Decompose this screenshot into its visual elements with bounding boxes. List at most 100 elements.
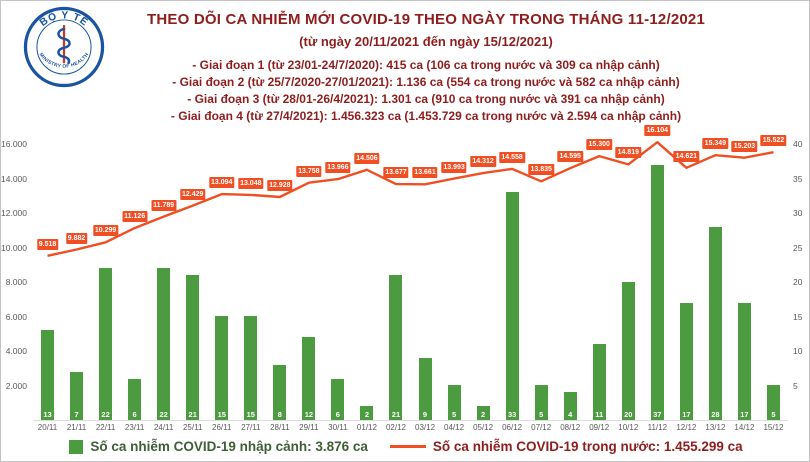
x-axis-label: 29/11	[299, 423, 319, 432]
bar-value-label: 15	[217, 410, 226, 419]
line-value-label: 13.661	[412, 167, 438, 179]
bar-value-label: 22	[101, 410, 110, 419]
x-axis-label: 27/11	[241, 423, 261, 432]
y-axis-left-tick: 6.000	[5, 311, 27, 322]
bar-value-label: 17	[682, 410, 691, 419]
domestic-cases-line	[47, 141, 774, 257]
bar-imported-cases	[708, 227, 722, 420]
x-axis-label: 09/12	[589, 423, 610, 432]
line-value-label: 14.819	[615, 147, 641, 159]
y-axis-right-tick: 10	[793, 346, 803, 356]
y-axis-right-tick: 30	[793, 208, 803, 218]
line-value-label: 13.835	[528, 164, 554, 176]
x-axis-label: 04/12	[444, 423, 465, 432]
line-value-label: 13.677	[383, 167, 409, 179]
bar-imported-cases	[186, 275, 200, 420]
y-axis-right-tick: 35	[793, 173, 803, 184]
line-value-label: 16.104	[644, 125, 671, 137]
bar-imported-cases	[476, 406, 490, 420]
bar-value-label: 7	[74, 410, 79, 419]
moh-logo-emblem: BỘ Y TẾ MINISTRY OF HEALTH	[23, 6, 105, 88]
chart-title: THEO DÕI CA NHIỄM MỚI COVID-19 THEO NGÀY…	[147, 11, 705, 28]
line-value-label: 15.203	[731, 140, 758, 152]
x-axis-label: 12/12	[676, 423, 697, 432]
line-value-label: 9.518	[36, 238, 59, 250]
bar-value-label: 9	[422, 410, 428, 419]
period-line: - Giai đoạn 2 (từ 25/7/2020-27/01/2021):…	[172, 75, 680, 89]
line-value-label: 11.126	[122, 211, 148, 223]
x-axis-label: 02/12	[385, 423, 406, 432]
bar-imported-cases	[331, 379, 345, 420]
y-axis-right-tick: 5	[793, 380, 798, 391]
staff-snake-icon	[57, 24, 71, 65]
x-axis-label: 07/12	[531, 423, 552, 432]
line-value-label: 13.758	[296, 165, 322, 177]
bar-imported-cases	[563, 392, 577, 420]
line-value-label: 14.621	[673, 150, 700, 162]
bar-imported-cases	[215, 316, 229, 420]
line-value-label: 12.928	[267, 179, 293, 191]
svg-text:BỘ Y TẾ: BỘ Y TẾ	[38, 9, 91, 29]
bar-value-label: 11	[595, 410, 604, 419]
bar-imported-cases	[244, 316, 258, 420]
legend-label-imported: Số ca nhiễm COVID-19 nhập cảnh: 3.876 ca	[90, 439, 368, 454]
x-axis-label: 28/11	[270, 423, 290, 432]
period-line: - Giai đoạn 1 (từ 23/01-24/7/2020): 415 …	[192, 58, 660, 72]
line-value-label: 13.966	[325, 162, 351, 174]
bar-value-label: 5	[771, 410, 776, 419]
x-axis: 20/11 21/11 22/11 23/11 24/11 25/11 26/11 27/11…	[33, 423, 788, 434]
bar-imported-cases	[621, 282, 635, 420]
x-axis-label: 13/12	[705, 423, 726, 432]
y-axis-right: 40 35 30 25 20 15 10 5	[791, 139, 809, 420]
x-axis-label: 01/12	[356, 423, 377, 432]
bar-imported-cases	[447, 385, 461, 420]
y-axis-right-tick: 40	[793, 139, 803, 149]
bar-value-label: 20	[624, 410, 633, 419]
period-line: - Giai đoạn 4 (từ 27/4/2021): 1.456.323 …	[170, 109, 682, 123]
x-axis-label: 06/12	[502, 423, 523, 432]
bar-imported-cases	[389, 275, 403, 420]
bar-imported-cases	[418, 358, 432, 420]
bar-value-label: 15	[246, 410, 255, 419]
bar-imported-cases	[679, 303, 693, 420]
y-axis-left-tick: 8.000	[5, 277, 27, 287]
y-axis-left-tick: 4.000	[5, 346, 27, 356]
bar-value-label: 2	[364, 410, 370, 419]
bar-imported-cases	[650, 165, 664, 420]
line-value-label: 14.558	[499, 151, 525, 163]
bar-value-label: 5	[539, 410, 544, 419]
bar-imported-cases	[360, 406, 374, 420]
x-axis-label: 24/11	[153, 423, 174, 432]
line-value-label: 14.312	[470, 156, 496, 168]
bar-imported-cases	[534, 385, 548, 420]
line-value-label: 12.429	[179, 188, 206, 200]
chart-subtitle: (từ ngày 20/11/2021 đến ngày 15/12/2021)	[299, 34, 553, 49]
x-axis-label: 03/12	[415, 423, 436, 432]
bar-value-label: 4	[568, 410, 573, 419]
legend: Số ca nhiễm COVID-19 nhập cảnh: 3.876 ca…	[1, 439, 809, 454]
line-value-label: 11.789	[151, 199, 177, 211]
line-value-label: 13.048	[238, 177, 264, 189]
bar-imported-cases	[157, 268, 171, 420]
bar-imported-cases	[99, 268, 113, 420]
line-value-label: 10.299	[92, 225, 119, 237]
legend-item-domestic: Số ca nhiễm COVID-19 trong nước: 1.455.2…	[389, 439, 743, 454]
period-line: - Giai đoạn 3 (từ 28/01-26/4/2021): 1.30…	[187, 92, 665, 106]
x-axis-label: 26/11	[212, 423, 232, 432]
bar-value-label: 22	[159, 410, 168, 419]
bar-imported-cases	[766, 385, 780, 420]
plot-area: 13 9.518 7 9.882 22 10.299 6 11.126 22 11.789 21 12…	[33, 125, 788, 420]
bar-imported-cases	[737, 303, 751, 420]
bar-imported-cases	[128, 379, 142, 420]
bar-value-label: 12	[304, 410, 314, 419]
x-axis-label: 08/12	[560, 423, 581, 432]
bar-imported-cases	[505, 192, 519, 420]
y-axis-left-tick: 12.000	[1, 208, 27, 218]
x-axis-label: 05/12	[473, 423, 494, 432]
y-axis-right-tick: 20	[793, 277, 803, 287]
y-axis-left-tick: 2.000	[5, 380, 27, 391]
bar-imported-cases	[273, 365, 287, 420]
y-axis-left-tick: 16.000	[1, 139, 27, 149]
x-axis-label: 22/11	[95, 423, 116, 432]
